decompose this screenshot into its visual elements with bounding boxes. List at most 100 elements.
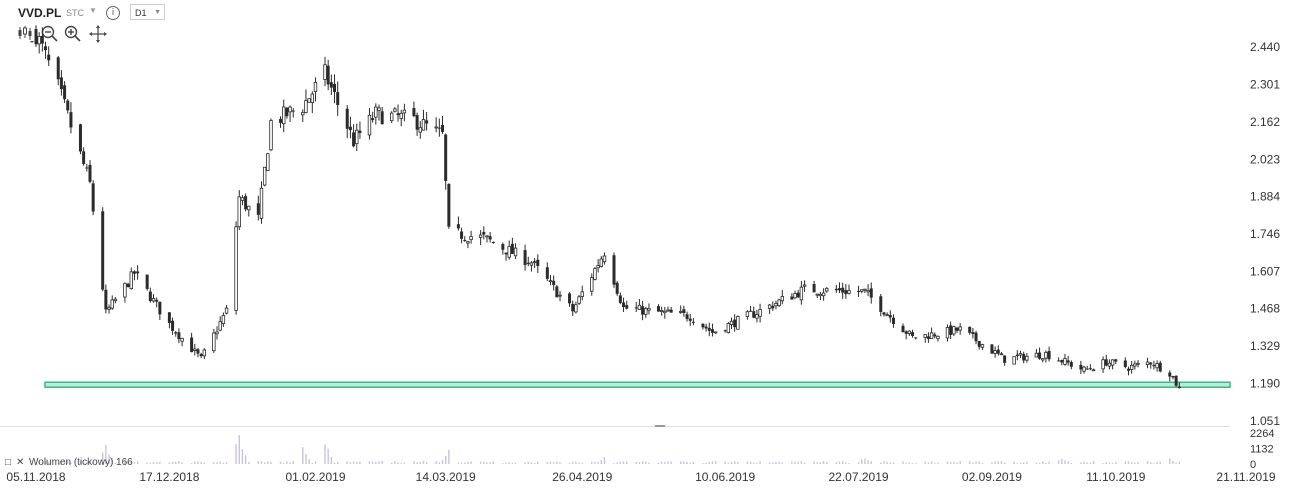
- candle: [647, 303, 651, 315]
- candle: [85, 164, 89, 172]
- candle: [259, 181, 264, 224]
- candle: [847, 284, 851, 295]
- candle-type-icon[interactable]: [16, 24, 36, 44]
- candle: [926, 332, 930, 343]
- candle: [863, 288, 867, 294]
- candle: [1025, 353, 1029, 363]
- candle: [1088, 364, 1092, 371]
- candle: [615, 280, 619, 296]
- candle: [780, 290, 785, 305]
- candle: [1085, 365, 1089, 370]
- candle: [574, 301, 578, 314]
- candle: [1171, 375, 1175, 380]
- candle: [1041, 358, 1045, 363]
- candle: [993, 346, 997, 358]
- y-tick-label: 1.190: [1250, 377, 1280, 391]
- candle: [1114, 358, 1118, 364]
- candle: [348, 116, 352, 139]
- candle: [1136, 360, 1140, 368]
- candle: [1034, 348, 1039, 358]
- candle: [558, 290, 562, 302]
- candle: [802, 280, 807, 292]
- candle: [399, 109, 403, 127]
- candle: [952, 325, 956, 337]
- candle: [463, 236, 467, 242]
- candle: [389, 111, 394, 123]
- candle: [812, 280, 816, 293]
- candle: [56, 55, 60, 86]
- candle: [444, 133, 448, 190]
- close-icon[interactable]: ✕: [16, 457, 24, 468]
- candle: [488, 231, 492, 243]
- candle: [949, 321, 953, 340]
- candle: [656, 304, 660, 312]
- candle: [936, 335, 940, 342]
- candle: [469, 230, 473, 244]
- candle: [1177, 382, 1181, 389]
- info-icon[interactable]: i: [106, 6, 120, 20]
- candle: [723, 329, 727, 333]
- pane-resize-handle[interactable]: [655, 425, 665, 427]
- candle: [790, 293, 794, 300]
- candle: [929, 327, 934, 340]
- candle: [752, 306, 756, 319]
- candle: [821, 288, 826, 301]
- candle: [691, 318, 695, 326]
- candle: [1044, 350, 1048, 363]
- candle: [815, 293, 819, 299]
- candle: [88, 160, 92, 184]
- candle: [552, 275, 556, 291]
- timeframe-value: D1: [135, 8, 147, 18]
- candle: [355, 123, 359, 152]
- x-tick-label: 26.04.2019: [552, 470, 612, 484]
- candle: [536, 254, 540, 274]
- candle: [860, 289, 864, 294]
- crosshair-move-icon[interactable]: [88, 24, 108, 44]
- candle: [904, 330, 908, 340]
- candle: [59, 70, 63, 96]
- candle: [634, 301, 638, 313]
- candle: [310, 91, 314, 114]
- symbol-label[interactable]: VVD.PL: [18, 6, 62, 20]
- candle: [857, 285, 861, 297]
- candle: [279, 116, 283, 128]
- y-tick-label: 2.440: [1250, 40, 1280, 54]
- candle: [1126, 366, 1130, 376]
- candle: [1003, 355, 1007, 366]
- candle: [958, 323, 962, 335]
- candle: [304, 89, 308, 114]
- candle: [625, 300, 629, 310]
- candle: [82, 147, 86, 166]
- candle: [478, 230, 483, 246]
- candle: [371, 111, 375, 123]
- candle: [799, 281, 804, 305]
- support-zone[interactable]: [44, 381, 1231, 388]
- candle: [237, 190, 241, 230]
- candle: [841, 282, 845, 299]
- candle: [240, 195, 245, 206]
- candle: [380, 106, 384, 125]
- candle: [755, 309, 759, 323]
- hide-icon[interactable]: □: [5, 457, 11, 468]
- candle: [669, 306, 673, 313]
- candle: [415, 112, 419, 136]
- candle: [545, 262, 549, 282]
- y-tick-label: 1.329: [1250, 339, 1280, 353]
- dropdown-caret-icon[interactable]: ▼: [89, 6, 97, 15]
- candle: [456, 216, 460, 231]
- timeframe-select[interactable]: D1 ▼: [130, 4, 165, 20]
- candle: [504, 252, 508, 261]
- zoom-in-icon[interactable]: [63, 24, 83, 44]
- candle: [174, 330, 178, 337]
- candle: [745, 310, 750, 320]
- candle: [882, 311, 886, 317]
- x-tick-label: 21.11.2019: [1216, 470, 1275, 484]
- candle: [548, 274, 553, 286]
- candle: [1047, 346, 1051, 362]
- candle: [1063, 353, 1067, 366]
- candle: [663, 306, 667, 319]
- candle: [402, 103, 407, 122]
- candle: [247, 205, 251, 217]
- candle: [945, 324, 950, 342]
